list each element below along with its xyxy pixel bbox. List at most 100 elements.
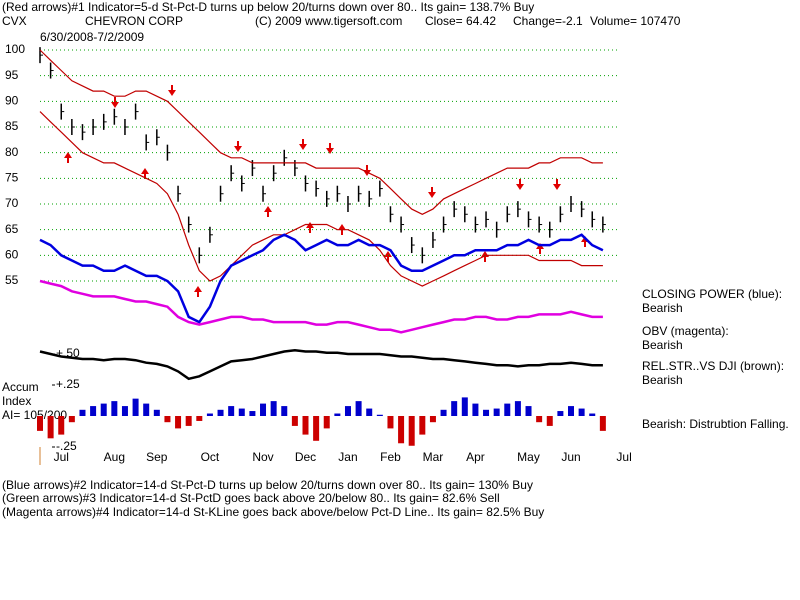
- accum-bar: [196, 416, 203, 421]
- legend-status: Bearish: [642, 301, 683, 315]
- accum-bar: [260, 403, 267, 416]
- accum-bar: [206, 413, 213, 416]
- accum-bar: [525, 406, 532, 416]
- x-tick-label: Aug: [104, 450, 125, 464]
- footer-line: (Blue arrows)#2 Indicator=14-d St-Pct-D …: [2, 478, 533, 492]
- x-tick-label: Jun: [561, 450, 580, 464]
- y-tick-label: 55: [5, 273, 19, 287]
- y-tick-label: 60: [5, 248, 19, 262]
- series-line: [39, 279, 603, 334]
- accum-bar: [238, 408, 245, 416]
- accum-bar: [376, 414, 383, 416]
- y2-tick-label: -.25: [56, 439, 77, 453]
- accum-bar: [58, 416, 65, 435]
- series-line: [39, 111, 603, 287]
- accum-label: AI= 105/200: [2, 408, 67, 422]
- accum-bar: [143, 403, 150, 416]
- accum-bar: [398, 416, 405, 444]
- accum-bar: [228, 406, 235, 416]
- accum-bar: [111, 401, 118, 416]
- y-tick-label: 95: [5, 68, 19, 82]
- accum-bar: [461, 397, 468, 416]
- verdict: Bearish: Distrubtion Falling.: [642, 417, 789, 431]
- accum-bar: [313, 416, 320, 441]
- accum-bar: [37, 416, 43, 431]
- accum-bar: [387, 416, 394, 429]
- accum-bar: [249, 411, 256, 416]
- x-tick-label: Oct: [201, 450, 220, 464]
- accum-bar: [302, 416, 309, 435]
- volume: Volume= 107470: [590, 14, 681, 28]
- accum-label: Index: [2, 394, 31, 408]
- x-tick-label: Feb: [380, 450, 401, 464]
- copyright: (C) 2009 www.tigersoft.com: [255, 14, 402, 28]
- x-tick-label: May: [517, 450, 540, 464]
- x-tick-label: Nov: [252, 450, 273, 464]
- footer-line: (Green arrows)#3 Indicator=14-d St-PctD …: [2, 491, 500, 505]
- x-tick-label: Sep: [146, 450, 168, 464]
- legend-label: OBV (magenta):: [642, 324, 729, 338]
- accum-bar: [546, 416, 553, 426]
- accum-bar: [504, 403, 511, 416]
- accum-bar: [132, 398, 139, 416]
- accum-bar: [68, 416, 75, 423]
- x-tick-label: Jan: [338, 450, 357, 464]
- legend-status: Bearish: [642, 338, 683, 352]
- accum-bar: [514, 401, 521, 416]
- accum-bar: [493, 408, 500, 416]
- accum-bar: [429, 416, 436, 423]
- x-tick-label: Jul: [616, 450, 631, 464]
- y2-tick-label: +.25: [56, 377, 80, 391]
- accum-bar: [589, 413, 596, 416]
- accum-bar: [185, 416, 192, 426]
- legend-status: Bearish: [642, 373, 683, 387]
- header-line: (Red arrows)#1 Indicator=5-d St-Pct-D tu…: [2, 0, 534, 14]
- accum-bar: [79, 409, 86, 416]
- accum-bar: [164, 416, 171, 423]
- accum-bar: [153, 409, 160, 416]
- accum-bar: [599, 416, 606, 431]
- company: CHEVRON CORP: [85, 14, 183, 28]
- y-tick-label: 70: [5, 196, 19, 210]
- x-tick-label: Dec: [295, 450, 316, 464]
- x-tick-label: Jul: [54, 450, 69, 464]
- accum-bar: [47, 416, 54, 439]
- accum-bar: [472, 403, 479, 416]
- accum-bar: [100, 403, 107, 416]
- series-line: [39, 349, 603, 381]
- accum-bar: [90, 406, 97, 416]
- legend-label: REL.STR..VS DJI (brown):: [642, 359, 784, 373]
- accum-bar: [483, 409, 490, 416]
- x-tick-label: Mar: [423, 450, 444, 464]
- y-tick-label: 80: [5, 145, 19, 159]
- y-tick-label: 100: [5, 42, 25, 56]
- accum-bar: [536, 416, 543, 423]
- close: Close= 64.42: [425, 14, 496, 28]
- legend-label: CLOSING POWER (blue):: [642, 287, 782, 301]
- accum-bar: [557, 411, 564, 416]
- y-tick-label: 85: [5, 119, 19, 133]
- accum-bar: [451, 401, 458, 416]
- accum-bar: [366, 408, 373, 416]
- accum-bar: [291, 416, 298, 426]
- accum-bar: [419, 416, 426, 435]
- y-tick-label: 75: [5, 171, 19, 185]
- accum-bar: [270, 401, 277, 416]
- accum-bar: [281, 406, 288, 416]
- accum-bar: [408, 416, 415, 446]
- accum-bar: [217, 409, 224, 416]
- accum-bar: [344, 406, 351, 416]
- y-tick-label: 65: [5, 222, 19, 236]
- accum-label: Accum: [2, 380, 39, 394]
- accum-bar: [121, 406, 128, 416]
- accum-bar: [334, 413, 341, 416]
- accum-bar: [568, 406, 574, 416]
- symbol: CVX: [2, 14, 27, 28]
- accum-bar: [175, 416, 182, 429]
- accum-bar: [355, 401, 362, 416]
- footer-line: (Magenta arrows)#4 Indicator=14-d St-KLi…: [2, 505, 544, 519]
- accum-bar: [440, 409, 447, 416]
- accum-bar: [578, 408, 585, 416]
- y-tick-label: 90: [5, 94, 19, 108]
